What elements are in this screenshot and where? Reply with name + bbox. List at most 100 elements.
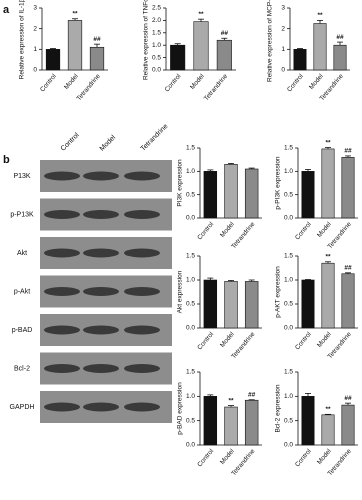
y-tick-label: 0.5	[186, 301, 195, 308]
y-tick-label: 1.0	[186, 393, 195, 400]
error-bar	[228, 162, 234, 165]
blot-band	[124, 287, 160, 296]
blot-band	[44, 210, 80, 219]
blot-band	[124, 325, 160, 335]
y-tick-label: 1.5	[186, 253, 195, 260]
significance-label: ##	[336, 34, 344, 41]
blot-row-label: GAPDH	[10, 404, 35, 411]
bar	[203, 279, 218, 329]
blot-band	[83, 210, 119, 219]
bar	[89, 46, 105, 71]
bar	[301, 396, 315, 446]
bar	[224, 164, 238, 219]
y-axis-label: p-AKT expression	[275, 266, 282, 318]
blot-band	[124, 402, 160, 412]
bar	[293, 49, 307, 71]
x-tick-label: Model	[308, 72, 325, 90]
bar	[216, 39, 232, 71]
x-tick-label: Control	[196, 330, 215, 351]
y-axis-label: Relative expression of MCP-1	[267, 0, 274, 82]
y-tick-label: 0.0	[284, 215, 293, 222]
bar	[244, 399, 259, 446]
blot-column-label: Control	[60, 131, 81, 152]
blot-row-label: p-BAD	[12, 327, 33, 334]
error-bar	[94, 43, 100, 48]
x-tick-label: Control	[196, 220, 215, 241]
y-tick-label: 0.5	[186, 417, 195, 424]
significance-label: ##	[344, 148, 352, 155]
y-tick-label: 1.5	[284, 145, 293, 152]
significance-label: **	[198, 11, 204, 18]
y-tick-label: 1	[33, 46, 37, 53]
y-tick-label: 0	[281, 67, 285, 74]
x-tick-label: Control	[294, 447, 313, 468]
error-bar	[228, 280, 234, 282]
error-bar	[72, 18, 78, 21]
bar	[341, 157, 355, 219]
bar	[313, 23, 327, 71]
y-tick-label: 1.0	[284, 277, 293, 284]
y-tick-label: 2.0	[152, 17, 161, 24]
x-tick-label: Model	[316, 447, 333, 465]
bar	[244, 168, 259, 219]
y-tick-label: 1.0	[284, 168, 293, 175]
error-bar	[297, 48, 303, 50]
blot-band	[44, 287, 80, 296]
x-tick-label: Tetrandrine	[76, 73, 103, 103]
error-bar	[337, 41, 343, 46]
blot-row-label: Akt	[17, 250, 27, 257]
y-tick-label: 0.5	[284, 417, 293, 424]
blot-row-label: p-Akt	[14, 288, 30, 295]
blot-band	[83, 402, 119, 412]
blot-band	[124, 210, 160, 219]
y-tick-label: 0.0	[152, 67, 161, 74]
significance-label: **	[325, 406, 331, 413]
error-bar	[305, 169, 311, 172]
bar	[224, 281, 238, 329]
panel-label: a	[3, 4, 10, 16]
y-tick-label: 3	[33, 5, 37, 12]
significance-label: ##	[344, 395, 352, 402]
bar	[67, 20, 83, 71]
y-tick-label: 0.5	[284, 191, 293, 198]
x-tick-label: Model	[316, 220, 333, 238]
bar	[341, 273, 355, 329]
error-bar	[50, 48, 56, 50]
y-axis-label: Relative expression of TNFα	[143, 0, 150, 80]
significance-label: ##	[93, 36, 101, 43]
y-axis-label: PI3K expression	[177, 159, 184, 207]
blot-band	[124, 364, 160, 373]
bar	[45, 49, 61, 71]
blot-band	[44, 364, 80, 373]
y-tick-label: 0	[33, 67, 37, 74]
error-bar	[221, 37, 228, 41]
y-tick-label: 0.0	[186, 325, 195, 332]
blot-band	[44, 402, 80, 412]
y-tick-label: 0.0	[186, 215, 195, 222]
y-tick-label: 2	[281, 25, 285, 32]
blot-band	[124, 171, 160, 181]
bar	[203, 396, 218, 446]
y-tick-label: 0.0	[284, 325, 293, 332]
bar	[301, 279, 315, 329]
x-tick-label: Control	[39, 72, 58, 93]
blot-row-label: p-P13K	[10, 211, 34, 218]
significance-label: **	[325, 253, 331, 260]
y-tick-label: 1	[281, 46, 285, 53]
bar	[193, 21, 209, 71]
error-bar	[207, 277, 214, 280]
bar	[333, 44, 347, 71]
bar	[321, 414, 335, 446]
y-tick-label: 0.5	[186, 191, 195, 198]
error-bar	[345, 272, 351, 274]
error-bar	[248, 167, 255, 169]
x-tick-label: Control	[196, 447, 215, 468]
significance-label: **	[228, 397, 234, 404]
y-tick-label: 1.5	[186, 145, 195, 152]
error-bar	[248, 279, 255, 282]
y-tick-label: 1.0	[284, 393, 293, 400]
error-bar	[345, 402, 351, 406]
error-bar	[325, 261, 331, 264]
blot-column-label: Tetrandrine	[140, 123, 170, 153]
